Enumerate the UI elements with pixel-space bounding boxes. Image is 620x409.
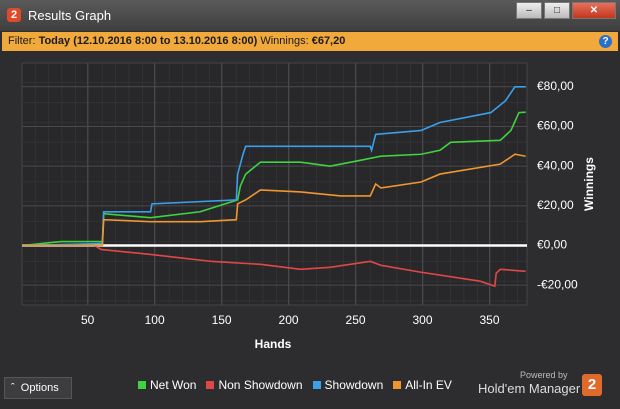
filter-bar: Filter: Today (12.10.2016 8:00 to 13.10.… — [2, 32, 618, 51]
brand: Hold'em Manager — [478, 381, 581, 396]
series-line — [21, 86, 526, 247]
y-tick-label: €0,00 — [537, 238, 567, 252]
legend-item[interactable]: Showdown — [312, 378, 384, 392]
legend: Net Won Non Showdown Showdown All-In EV — [138, 378, 452, 392]
x-tick-label: 300 — [413, 313, 433, 327]
legend-item[interactable]: Net Won — [138, 378, 196, 392]
options-label: Options — [20, 382, 59, 394]
winnings-label: Winnings: — [260, 35, 309, 47]
series-line — [22, 153, 526, 247]
app-logo: 2 — [7, 8, 21, 22]
filter-label: Filter: — [8, 35, 36, 47]
options-button[interactable]: ˆ Options — [4, 377, 72, 399]
window-controls: – □ ✕ — [516, 2, 616, 19]
title-bar: 2 Results Graph – □ ✕ — [0, 0, 620, 31]
y-tick-label: €40,00 — [537, 158, 574, 172]
x-tick-label: 50 — [81, 313, 95, 327]
maximize-button[interactable]: □ — [544, 2, 570, 19]
x-axis-label: Hands — [255, 337, 292, 351]
legend-swatch — [393, 381, 402, 389]
minor-grid — [22, 63, 527, 305]
legend-label: Showdown — [324, 378, 384, 392]
x-tick-label: 100 — [145, 313, 165, 327]
y-tick-label: €20,00 — [537, 198, 574, 212]
y-axis-label: Winnings — [582, 157, 596, 211]
powered-by: Powered by — [520, 370, 568, 380]
x-tick-label: 200 — [279, 313, 299, 327]
help-button[interactable]: ? — [599, 35, 612, 48]
x-tick-label: 250 — [346, 313, 366, 327]
y-tick-label: €80,00 — [537, 79, 574, 93]
legend-label: All-In EV — [405, 378, 452, 392]
legend-swatch — [138, 381, 146, 389]
winnings-value: €67,20 — [311, 35, 346, 47]
filter-period[interactable]: Today (12.10.2016 8:00 to 13.10.2016 8:0… — [38, 35, 258, 47]
window-title: Results Graph — [28, 8, 112, 23]
series-line — [22, 244, 526, 288]
legend-swatch — [312, 381, 321, 389]
series-line — [21, 111, 526, 247]
x-tick-label: 150 — [212, 313, 232, 327]
chart: Hands Winnings 50 100 150 200 250 300 350 -€20,… — [21, 62, 596, 351]
legend-item[interactable]: All-In EV — [393, 378, 452, 392]
brand-logo: 2 — [582, 374, 602, 396]
legend-item[interactable]: Non Showdown — [206, 378, 303, 392]
legend-label: Net Won — [150, 378, 197, 392]
close-button[interactable]: ✕ — [572, 2, 616, 19]
y-tick-label: -€20,00 — [537, 277, 578, 291]
x-tick-label: 350 — [479, 313, 499, 327]
minimize-button[interactable]: – — [516, 2, 542, 19]
legend-swatch — [206, 381, 215, 389]
legend-label: Non Showdown — [218, 378, 303, 392]
y-tick-label: €60,00 — [537, 119, 574, 133]
